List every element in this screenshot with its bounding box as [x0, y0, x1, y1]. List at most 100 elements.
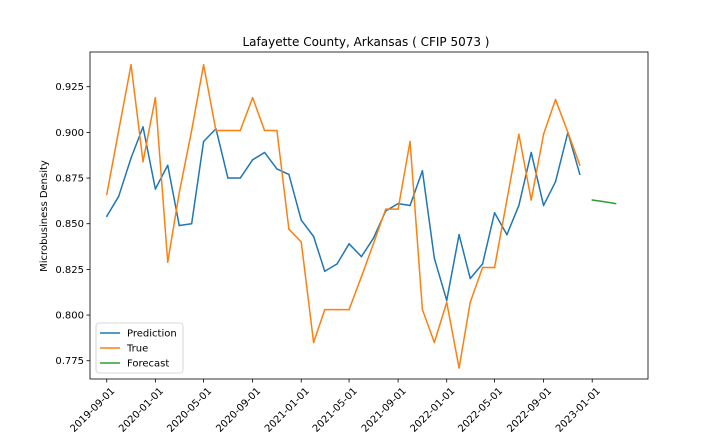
data-point-true	[105, 193, 108, 196]
data-point-true	[384, 208, 387, 210]
legend-label-prediction: Prediction	[127, 329, 177, 340]
data-point-true	[288, 228, 290, 230]
data-point-prediction	[336, 263, 338, 265]
data-point-prediction	[312, 235, 315, 238]
data-point-true	[554, 98, 557, 101]
data-point-prediction	[458, 233, 460, 236]
y-tick-label: 0.775	[55, 356, 84, 367]
data-point-true	[276, 129, 278, 132]
data-point-true	[336, 308, 338, 311]
x-tick-label: 2020-01-01	[117, 386, 166, 432]
data-point-true	[518, 133, 520, 135]
data-point-true	[202, 64, 205, 66]
data-point-true	[481, 266, 484, 269]
data-point-true	[190, 129, 193, 132]
data-point-prediction	[117, 195, 120, 198]
data-point-true	[506, 199, 508, 201]
data-point-prediction	[239, 177, 242, 179]
data-point-true	[421, 308, 424, 311]
data-point-true	[469, 301, 471, 304]
data-point-true	[251, 96, 254, 99]
data-point-prediction	[202, 140, 205, 143]
data-point-prediction	[263, 151, 266, 154]
series-line-true	[106, 64, 581, 369]
data-point-prediction	[142, 126, 144, 128]
data-point-prediction	[251, 159, 254, 161]
data-point-true	[348, 308, 350, 311]
x-tick-label: 2020-09-01	[214, 386, 263, 432]
data-point-true	[300, 241, 302, 243]
plot-area	[105, 64, 617, 369]
data-point-true	[530, 199, 532, 201]
data-point-prediction	[421, 169, 424, 172]
data-point-prediction	[530, 151, 532, 154]
plot-frame	[89, 51, 649, 380]
y-tick-label: 0.875	[55, 174, 84, 185]
data-point-prediction	[518, 204, 520, 207]
data-point-prediction	[348, 243, 350, 245]
legend: Prediction True Forecast	[95, 322, 184, 374]
data-point-true	[409, 140, 411, 143]
data-point-true	[445, 301, 448, 304]
data-point-prediction	[288, 173, 290, 176]
y-tick-label: 0.825	[55, 265, 84, 276]
data-point-prediction	[178, 224, 181, 227]
series-line-prediction	[106, 126, 581, 302]
data-point-prediction	[554, 180, 557, 183]
data-point-forecast	[614, 202, 617, 205]
data-point-prediction	[542, 204, 545, 207]
x-tick-label: 2021-05-01	[311, 386, 360, 432]
data-point-true	[360, 275, 363, 278]
data-point-true	[166, 261, 169, 263]
x-tick-label: 2023-01-01	[554, 386, 603, 432]
x-tick-label: 2022-09-01	[505, 386, 554, 432]
data-point-prediction	[300, 219, 302, 221]
x-tick-label: 2019-09-01	[69, 386, 118, 432]
data-point-true	[130, 64, 132, 66]
chart-title: Lafayette County, Arkansas ( CFIP 5073 )	[243, 35, 490, 49]
data-point-prediction	[324, 270, 326, 272]
data-point-true	[239, 129, 242, 132]
data-point-prediction	[409, 204, 411, 207]
data-point-prediction	[493, 212, 496, 214]
y-tick-label: 0.925	[55, 82, 84, 93]
data-point-prediction	[445, 299, 448, 302]
data-point-true	[178, 191, 181, 194]
y-tick-label: 0.900	[55, 128, 84, 139]
data-point-true	[579, 164, 581, 167]
data-point-true	[458, 367, 460, 369]
data-point-prediction	[506, 233, 508, 236]
data-point-true	[397, 208, 399, 210]
data-point-true	[154, 96, 157, 99]
legend-box	[95, 322, 184, 374]
x-tick-label: 2021-01-01	[263, 386, 312, 432]
y-tick-label: 0.800	[55, 311, 84, 322]
data-point-prediction	[579, 173, 581, 176]
data-point-true	[542, 133, 545, 135]
data-point-prediction	[154, 188, 157, 190]
data-point-true	[324, 308, 326, 311]
data-point-prediction	[105, 215, 108, 218]
y-axis-ticks: 0.775 0.800 0.825 0.850 0.875 0.900 0.925	[55, 82, 90, 367]
data-point-true	[433, 341, 436, 344]
data-point-prediction	[166, 164, 169, 167]
data-point-true	[312, 341, 315, 344]
data-point-true	[227, 129, 229, 132]
data-point-prediction	[469, 277, 471, 280]
data-point-prediction	[130, 157, 132, 159]
legend-label-true: True	[126, 344, 148, 355]
y-axis-label: Microbusiness Density	[39, 160, 50, 272]
data-point-true	[263, 129, 266, 132]
data-point-prediction	[190, 222, 193, 225]
x-axis-ticks: 2019-09-01 2020-01-01 2020-05-01 2020-09-01…	[69, 379, 603, 432]
data-point-true	[142, 160, 144, 163]
data-point-forecast	[591, 199, 593, 201]
data-point-prediction	[481, 263, 484, 265]
data-point-true	[372, 243, 375, 245]
y-tick-label: 0.850	[55, 219, 84, 230]
data-point-prediction	[276, 168, 278, 170]
data-point-prediction	[433, 257, 436, 260]
x-tick-label: 2022-05-01	[456, 386, 505, 432]
data-point-prediction	[227, 177, 229, 179]
